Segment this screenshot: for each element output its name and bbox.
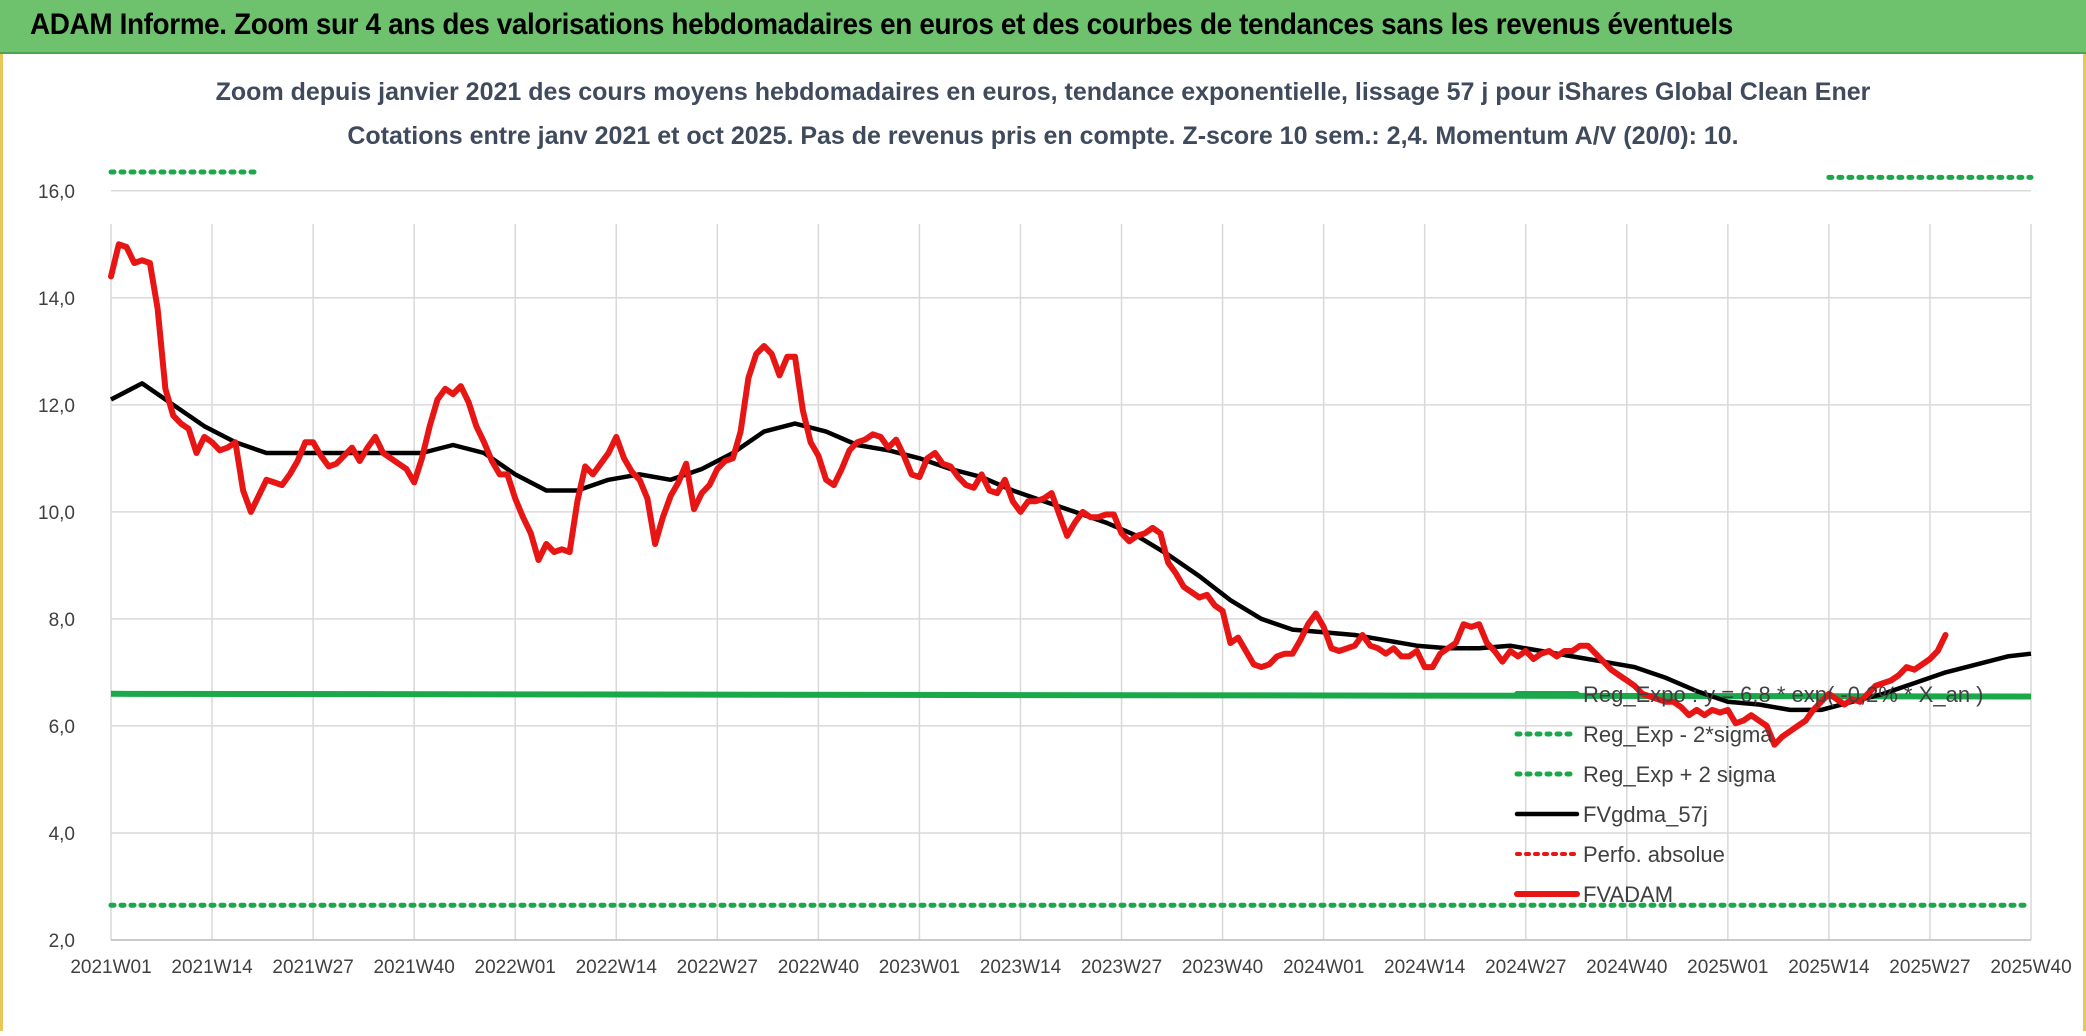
legend-label: Reg_Exp - 2*sigma [1583, 722, 1773, 747]
x-tick-label: 2022W40 [778, 957, 859, 978]
chart-title: Zoom depuis janvier 2021 des cours moyen… [216, 78, 1871, 106]
y-tick-label: 10,0 [38, 503, 75, 524]
y-tick-label: 16,0 [38, 182, 75, 203]
x-tick-label: 2025W40 [1990, 957, 2071, 978]
gridlines [110, 190, 2032, 941]
x-tick-label: 2024W01 [1283, 957, 1364, 978]
x-tick-label: 2024W27 [1485, 957, 1566, 978]
chart-frame: Zoom depuis janvier 2021 des cours moyen… [0, 54, 2086, 1031]
y-tick-label: 8,0 [49, 610, 75, 631]
y-tick-label: 6,0 [49, 717, 75, 738]
x-tick-label: 2022W01 [475, 957, 556, 978]
x-tick-label: 2025W01 [1687, 957, 1768, 978]
legend-label: FVADAM [1583, 882, 1673, 907]
legend-label: Perfo. absolue [1583, 842, 1725, 867]
legend-label: Reg_Exp + 2 sigma [1583, 762, 1776, 787]
x-axis: 2021W01 2021W14 2021W27 2021W40 2022W01 2022W… [70, 957, 2071, 978]
x-tick-label: 2022W14 [576, 957, 658, 978]
series-layer [108, 169, 2034, 908]
chart-subtitle: Cotations entre janv 2021 et oct 2025. P… [347, 122, 1738, 150]
report-banner: ADAM Informe. Zoom sur 4 ans des valoris… [0, 0, 2086, 54]
report-title: ADAM Informe. Zoom sur 4 ans des valoris… [30, 8, 1733, 41]
y-tick-label: 12,0 [38, 396, 75, 417]
series-fvgdma-57j [109, 381, 2032, 713]
x-tick-label: 2023W01 [879, 957, 960, 978]
x-tick-label: 2021W14 [171, 957, 253, 978]
x-tick-label: 2023W40 [1182, 957, 1263, 978]
x-tick-label: 2025W14 [1788, 957, 1870, 978]
y-tick-label: 2,0 [49, 931, 75, 952]
series-fvadam [108, 241, 1949, 748]
x-tick-label: 2023W14 [980, 957, 1062, 978]
y-tick-label: 4,0 [49, 824, 75, 845]
x-tick-label: 2024W14 [1384, 957, 1466, 978]
y-tick-label: 14,0 [38, 289, 75, 310]
x-tick-label: 2021W01 [70, 957, 151, 978]
legend-label: FVgdma_57j [1583, 802, 1708, 827]
x-tick-label: 2025W27 [1889, 957, 1970, 978]
legend: Reg_Expo : y = 6,8 * exp( -0,2% * X_an )… [1514, 682, 1984, 907]
x-tick-label: 2021W40 [373, 957, 454, 978]
x-tick-label: 2022W27 [677, 957, 758, 978]
x-tick-label: 2021W27 [272, 957, 353, 978]
x-tick-label: 2023W27 [1081, 957, 1162, 978]
y-axis: 2,0 4,0 6,0 8,0 10,0 12,0 14,0 16,0 [38, 182, 75, 952]
line-chart: Zoom depuis janvier 2021 des cours moyen… [38, 78, 2072, 978]
x-tick-label: 2024W40 [1586, 957, 1667, 978]
legend-label: Reg_Expo : y = 6,8 * exp( -0,2% * X_an ) [1583, 682, 1984, 707]
